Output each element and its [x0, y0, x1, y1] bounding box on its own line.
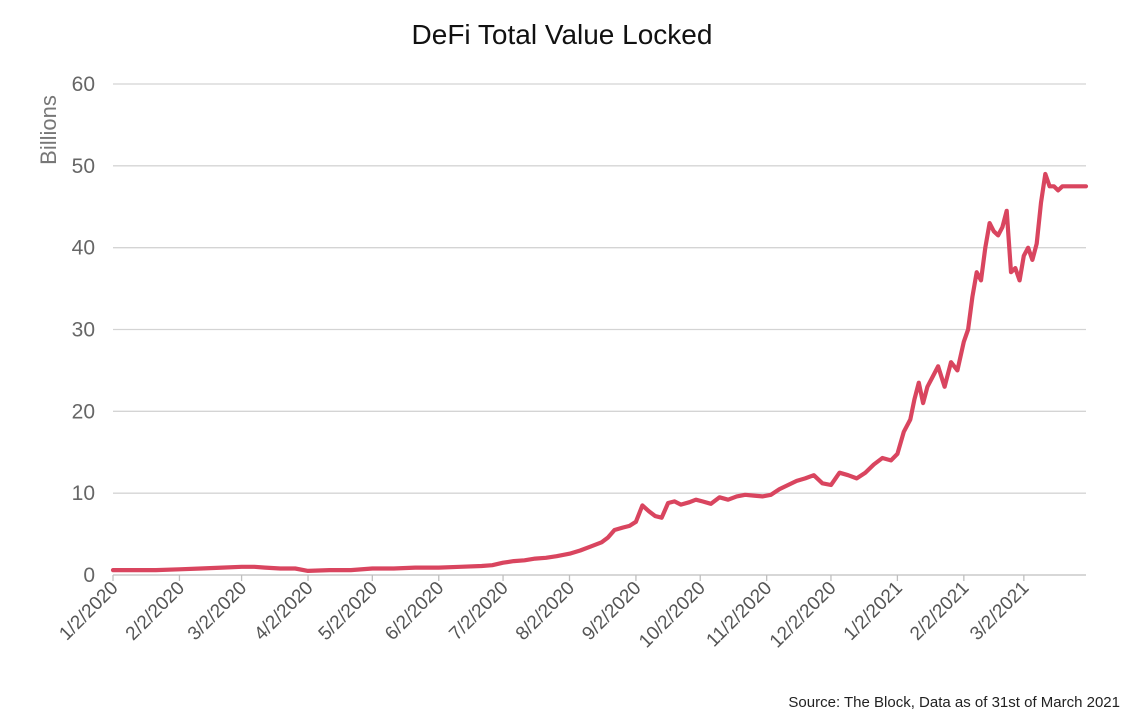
x-tick-label: 10/2/2020: [635, 578, 710, 653]
y-tick-labels: 0 10 20 30 40 50 60: [72, 73, 95, 587]
y-tick-label: 20: [72, 400, 95, 423]
x-tick-label: 1/2/2021: [840, 578, 907, 645]
x-tick-label: 6/2/2020: [381, 578, 448, 645]
x-tick-label: 8/2/2020: [512, 578, 579, 645]
x-tick-label: 7/2/2020: [445, 578, 512, 645]
y-tick-label: 30: [72, 319, 95, 342]
y-tick-label: 10: [72, 482, 95, 505]
source-note: Source: The Block, Data as of 31st of Ma…: [788, 694, 1120, 711]
x-tick-label: 1/2/2020: [55, 578, 122, 645]
x-tick-label: 2/2/2021: [906, 578, 973, 645]
x-tick-label: 11/2/2020: [703, 578, 777, 652]
x-tick-label: 3/2/2021: [966, 578, 1033, 645]
chart-title: DeFi Total Value Locked: [412, 19, 713, 50]
y-tick-label: 40: [72, 237, 95, 260]
x-tick-label: 3/2/2020: [184, 578, 251, 645]
y-tick-label: 0: [83, 564, 95, 587]
x-tick-label: 5/2/2020: [315, 578, 382, 645]
y-tick-label: 60: [72, 73, 95, 96]
x-tick-label: 9/2/2020: [578, 578, 645, 645]
x-tick-label: 2/2/2020: [122, 578, 189, 645]
gridlines: [113, 83, 1086, 576]
x-tick-label: 4/2/2020: [250, 578, 317, 645]
y-tick-label: 50: [72, 155, 95, 178]
y-axis-label: Billions: [36, 95, 61, 165]
series-line: [110, 171, 1089, 573]
x-tick-label: 12/2/2020: [766, 578, 841, 653]
